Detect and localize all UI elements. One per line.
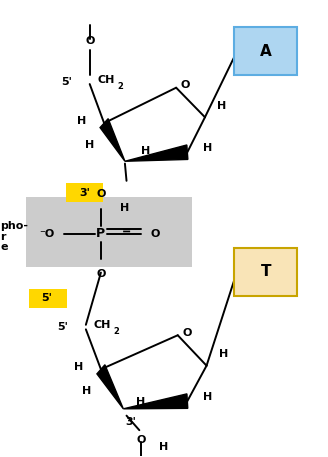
Text: H: H xyxy=(136,397,145,407)
Bar xyxy=(29,289,67,308)
Text: H: H xyxy=(141,146,150,156)
Text: O: O xyxy=(96,189,106,198)
Bar xyxy=(26,197,192,267)
Text: ⁻O: ⁻O xyxy=(39,229,54,239)
Text: T: T xyxy=(260,264,271,279)
Text: 3': 3' xyxy=(125,417,136,427)
Text: =: = xyxy=(122,226,131,236)
FancyBboxPatch shape xyxy=(235,248,297,296)
Text: 2: 2 xyxy=(117,82,123,91)
Text: e: e xyxy=(0,242,8,252)
Text: 5': 5' xyxy=(57,322,68,332)
Text: H: H xyxy=(203,392,212,402)
Bar xyxy=(66,183,103,202)
Text: H: H xyxy=(85,140,94,150)
Text: 5': 5' xyxy=(41,293,51,303)
Text: A: A xyxy=(260,44,272,59)
FancyBboxPatch shape xyxy=(235,27,297,75)
Text: pho-: pho- xyxy=(0,221,28,231)
Text: r: r xyxy=(0,232,6,242)
Text: CH: CH xyxy=(94,320,111,330)
Text: CH: CH xyxy=(98,74,115,85)
Text: O: O xyxy=(136,435,146,445)
Text: H: H xyxy=(77,116,87,126)
Text: P: P xyxy=(96,228,106,240)
Text: H: H xyxy=(82,386,91,396)
Text: H: H xyxy=(74,362,83,372)
Text: H: H xyxy=(203,143,212,153)
Text: 2: 2 xyxy=(113,327,119,336)
Text: H: H xyxy=(219,349,228,359)
Text: O: O xyxy=(183,328,192,338)
Text: O: O xyxy=(151,229,160,239)
Text: O: O xyxy=(181,80,190,90)
Text: H: H xyxy=(120,202,129,213)
Text: 5': 5' xyxy=(61,77,72,87)
Text: H: H xyxy=(158,441,168,452)
Polygon shape xyxy=(125,145,188,161)
Polygon shape xyxy=(123,394,188,409)
Polygon shape xyxy=(97,365,123,409)
Text: O: O xyxy=(85,37,94,46)
Text: O: O xyxy=(96,269,106,279)
Text: 3': 3' xyxy=(79,188,90,197)
Text: H: H xyxy=(217,101,226,111)
Polygon shape xyxy=(100,119,125,161)
